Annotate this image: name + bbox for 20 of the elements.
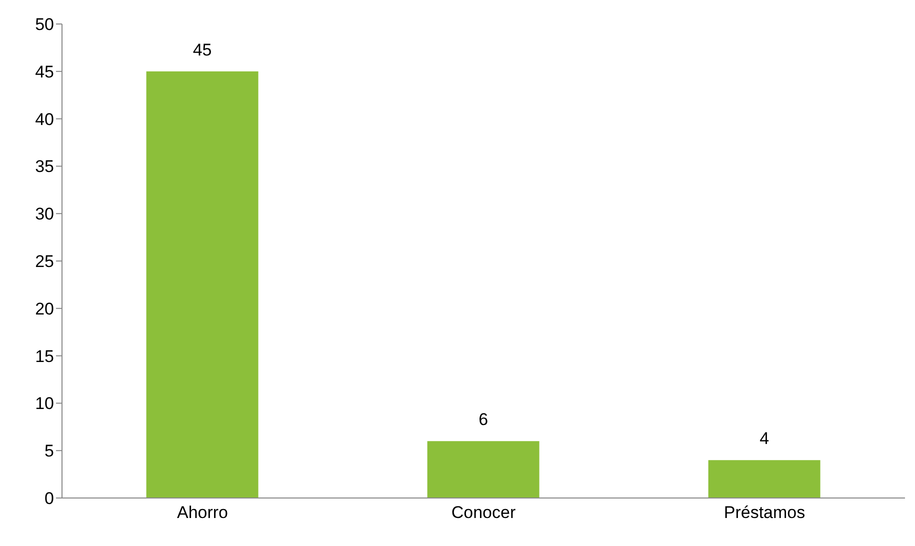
y-tick-label: 15 [35,346,54,366]
y-tick-label: 35 [35,157,54,176]
x-tick-label: Conocer [451,503,516,522]
bar [427,441,540,498]
bar [146,71,258,498]
y-tick-label: 50 [35,15,54,34]
y-tick-label: 10 [35,394,54,414]
data-label: 4 [760,429,770,448]
y-tick-label: 5 [44,442,54,461]
bar [708,460,820,498]
data-label: 45 [192,40,212,60]
y-tick-label: 20 [35,299,54,318]
y-tick-label: 25 [35,252,54,272]
y-tick-label: 30 [35,204,54,224]
y-tick-label: 0 [44,489,54,508]
y-tick-label: 40 [35,110,54,129]
data-label: 6 [478,410,488,430]
x-tick-label: Ahorro [176,503,228,522]
x-tick-label: Préstamos [724,503,806,522]
y-tick-label: 45 [35,62,54,82]
